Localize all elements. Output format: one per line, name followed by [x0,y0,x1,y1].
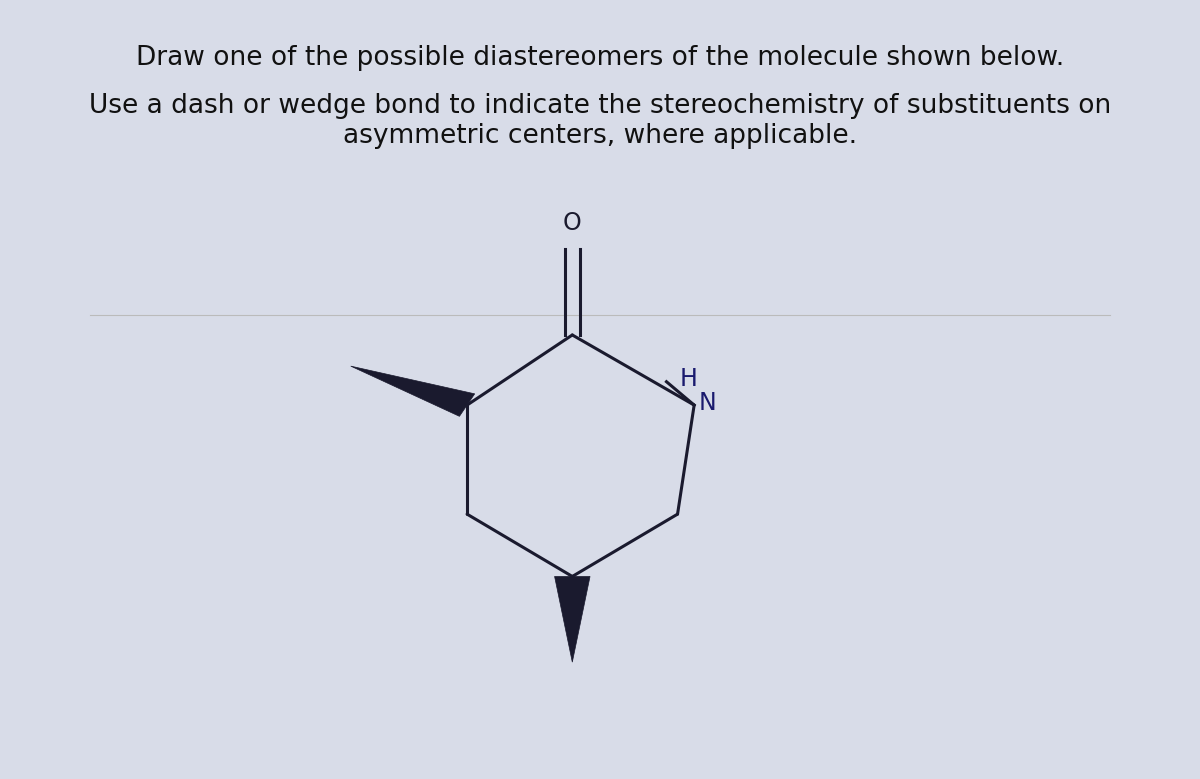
Text: N: N [698,391,716,414]
Polygon shape [350,366,475,416]
Polygon shape [554,576,590,662]
Text: Draw one of the possible diastereomers of the molecule shown below.: Draw one of the possible diastereomers o… [136,45,1064,72]
Text: H: H [679,368,697,391]
Text: Use a dash or wedge bond to indicate the stereochemistry of substituents on
asym: Use a dash or wedge bond to indicate the… [89,93,1111,149]
Text: O: O [563,211,582,235]
